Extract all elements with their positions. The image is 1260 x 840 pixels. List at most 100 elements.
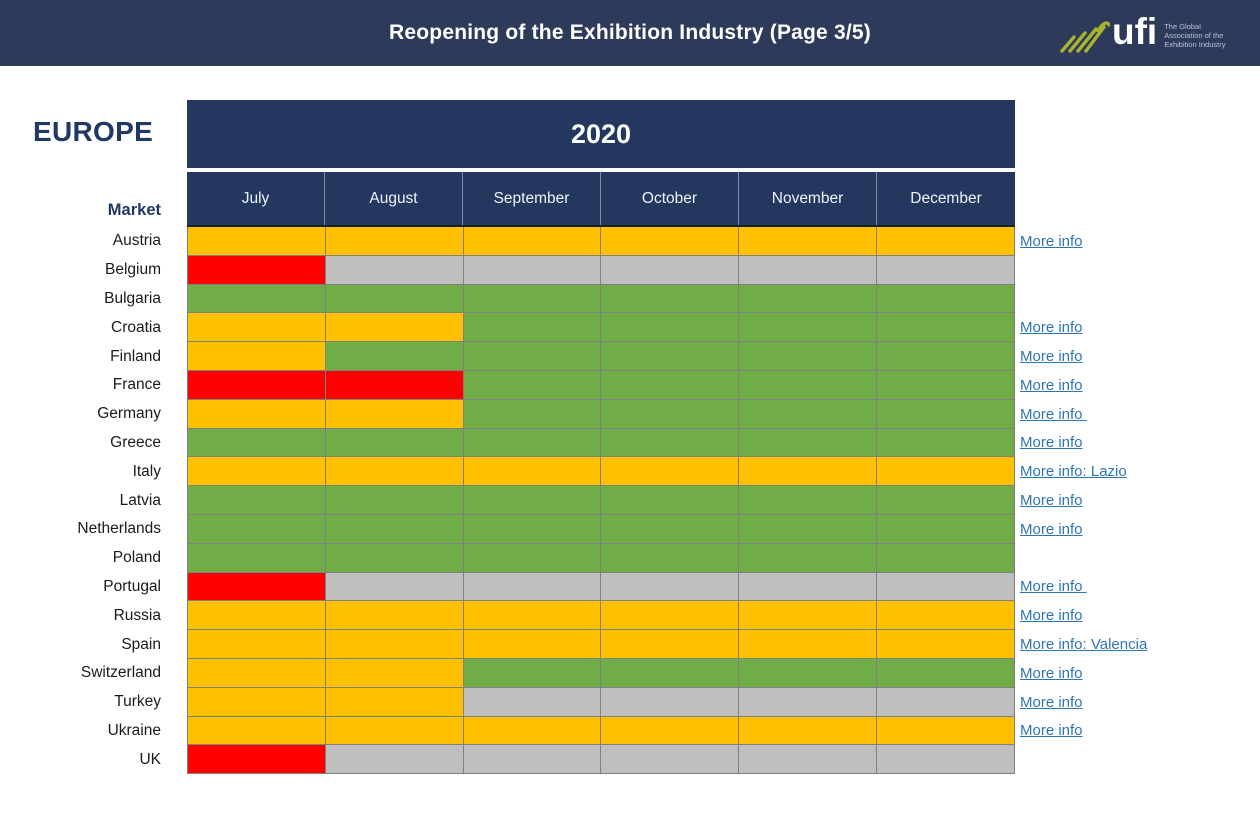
status-cell [325,457,464,487]
status-cell [601,630,740,659]
more-info-link[interactable]: More info [1020,492,1083,510]
status-cell [188,486,326,515]
table-row: Turkey More info [0,687,1260,717]
ufi-logo-text: ufi [1112,10,1158,52]
status-cell [325,342,464,371]
status-cell [877,342,1015,371]
market-label: Ukraine [107,721,161,739]
status-cell [877,313,1015,343]
market-label: UK [139,750,161,768]
status-cell [463,572,602,602]
status-cell [739,370,878,400]
status-cell [188,514,326,544]
status-cell [463,658,602,688]
month-header: August [325,172,463,225]
market-label: Croatia [111,318,161,336]
table-row: Bulgaria [0,284,1260,314]
status-cell [463,313,602,343]
status-cell [325,255,464,285]
status-cells [187,572,1015,602]
market-label: Greece [110,433,161,451]
status-cell [601,601,740,631]
status-cell [739,227,878,256]
link-cell: More info [1015,371,1260,400]
status-cell [463,486,602,515]
status-cell [739,572,878,602]
status-cell [325,514,464,544]
market-label: Finland [110,347,161,365]
more-info-link[interactable]: More info [1020,232,1083,250]
status-cell [188,255,326,285]
status-cell [325,428,464,458]
status-cell [463,399,602,429]
status-cell [601,658,740,688]
link-cell: More info [1015,601,1260,630]
table-body: Austria More info Belgium Bulgaria Croatia Mo… [0,227,1260,775]
status-cell [739,342,878,371]
status-cell [188,687,326,717]
status-cell [188,601,326,631]
status-cells [187,601,1015,631]
status-cell [188,716,326,746]
status-cell [325,313,464,343]
more-info-link[interactable]: More info [1020,348,1083,366]
status-cell [188,457,326,487]
more-info-link[interactable]: More info [1020,578,1087,596]
status-cell [739,313,878,343]
status-cell [188,399,326,429]
status-cells [187,630,1015,659]
market-column-header: Market [107,201,161,219]
status-cells [187,255,1015,285]
link-cell: More info [1015,400,1260,429]
market-label: Bulgaria [104,289,161,307]
status-cells [187,370,1015,400]
status-cell [463,630,602,659]
table-row: Russia More info [0,601,1260,631]
table-row: UK [0,745,1260,775]
more-info-link[interactable]: More info [1020,434,1083,452]
status-cell [877,227,1015,256]
status-cell [739,399,878,429]
more-info-link[interactable]: More info [1020,664,1083,682]
ufi-tagline-line: Association of the [1164,30,1224,40]
status-cell [739,601,878,631]
more-info-link[interactable]: More info: Lazio [1020,463,1127,481]
status-cell [188,658,326,688]
status-cell [739,687,878,717]
link-cell: More info [1015,429,1260,458]
more-info-link[interactable]: More info [1020,607,1083,625]
status-cell [877,486,1015,515]
status-cell [188,428,326,458]
status-cells [187,486,1015,515]
status-cell [877,601,1015,631]
status-cell [188,313,326,343]
market-label: Turkey [114,693,161,711]
more-info-link[interactable]: More info [1020,405,1087,423]
more-info-link[interactable]: More info [1020,693,1083,711]
table-row: Belgium [0,255,1260,285]
more-info-link[interactable]: More info [1020,376,1083,394]
status-cell [463,227,602,256]
market-label: Germany [97,405,161,423]
status-cell [601,313,740,343]
status-cell [739,543,878,573]
status-cell [877,255,1015,285]
more-info-link[interactable]: More info [1020,520,1083,538]
status-cells [187,514,1015,544]
status-cell [463,370,602,400]
more-info-link[interactable]: More info [1020,319,1083,337]
link-cell [1015,256,1260,285]
status-cell [325,399,464,429]
status-cells [187,399,1015,429]
status-cell [601,716,740,746]
table-row: Latvia More info [0,486,1260,515]
more-info-link[interactable]: More info [1020,722,1083,740]
table-row: Greece More info [0,428,1260,458]
month-header: December [910,189,982,207]
status-cells [187,457,1015,487]
link-cell: More info: Valencia [1015,630,1260,659]
link-cell: More info [1015,313,1260,342]
status-cell [463,601,602,631]
more-info-link[interactable]: More info: Valencia [1020,636,1148,654]
